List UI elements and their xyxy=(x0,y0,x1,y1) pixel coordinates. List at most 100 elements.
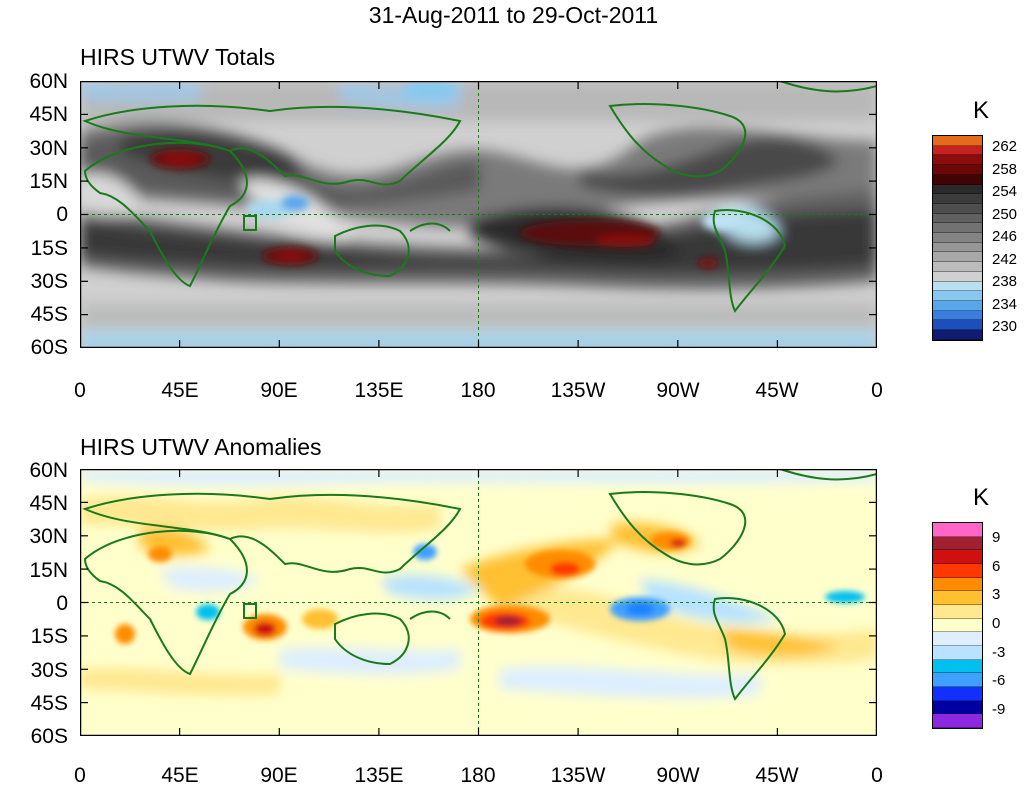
lon-label-45w: 45W xyxy=(755,764,799,787)
lat-label-45s: 45S xyxy=(30,692,68,715)
colorbar-swatch xyxy=(933,242,982,253)
colorbar-anomalies xyxy=(932,522,983,729)
lon-label-135w: 135W xyxy=(550,379,606,402)
map-anomalies-svg xyxy=(80,469,877,736)
tick-marks xyxy=(80,81,877,348)
totals-extremes xyxy=(150,82,738,268)
colorbar-swatch xyxy=(933,213,982,224)
colorbar-label-anomalies: -6 xyxy=(992,672,1006,689)
lon-label-0-east: 0 xyxy=(871,764,883,787)
colorbar-swatch xyxy=(933,700,982,715)
lat-label-15s: 15S xyxy=(30,237,68,260)
colorbar-swatch xyxy=(933,659,982,674)
lon-label-0: 0 xyxy=(74,379,86,402)
lon-label-135e: 135E xyxy=(354,764,404,787)
colorbar-label-totals: 250 xyxy=(992,206,1018,223)
lon-label-0-east: 0 xyxy=(871,379,883,402)
colorbar-swatch xyxy=(933,550,982,564)
colorbar-swatch xyxy=(933,271,982,282)
colorbar-label-totals: 238 xyxy=(992,273,1018,290)
colorbar-units-totals: K xyxy=(972,97,989,124)
anomalies-extremes xyxy=(115,532,865,644)
colorbar-swatch xyxy=(933,203,982,214)
colorbar-label-anomalies: -3 xyxy=(992,644,1006,661)
colorbar-swatch xyxy=(933,673,982,687)
region-box xyxy=(243,603,257,619)
colorbar-label-totals: 262 xyxy=(992,138,1018,155)
region-box xyxy=(243,215,257,231)
colorbar-swatch xyxy=(933,330,982,340)
lon-label-135e: 135E xyxy=(354,379,404,402)
lon-label-90e: 90E xyxy=(260,379,298,402)
colorbar-swatch xyxy=(933,194,982,204)
colorbar-swatch xyxy=(933,174,982,185)
colorbar-swatch xyxy=(933,577,982,592)
colorbar-swatch xyxy=(933,591,982,605)
colorbar-units-anomalies: K xyxy=(972,484,989,511)
colorbar-swatch xyxy=(933,320,982,331)
colorbar-swatch xyxy=(933,223,982,234)
colorbar-totals xyxy=(932,135,983,341)
colorbar-label-totals: 230 xyxy=(992,318,1018,335)
lon-label-90w: 90W xyxy=(656,764,700,787)
lat-label-30n: 30N xyxy=(29,525,68,548)
lat-label-60n: 60N xyxy=(29,70,68,93)
lat-label-15n: 15N xyxy=(29,170,68,193)
colorbar-label-anomalies: 6 xyxy=(992,558,1001,575)
colorbar-swatch xyxy=(933,291,982,301)
colorbar-swatch xyxy=(933,281,982,292)
colorbar-swatch xyxy=(933,618,982,633)
lat-label-15s: 15S xyxy=(30,625,68,648)
lat-label-15n: 15N xyxy=(29,559,68,582)
colorbar-swatch xyxy=(933,645,982,660)
lat-label-30s: 30S xyxy=(30,270,68,293)
colorbar-swatch xyxy=(933,300,982,311)
colorbar-swatch xyxy=(933,310,982,321)
colorbar-label-totals: 254 xyxy=(992,183,1018,200)
lon-label-180: 180 xyxy=(460,379,496,402)
lon-label-90w: 90W xyxy=(656,379,700,402)
colorbar-label-anomalies: 0 xyxy=(992,615,1001,632)
panel-title-anomalies: HIRS UTWV Anomalies xyxy=(80,434,322,460)
colorbar-swatch xyxy=(933,262,982,272)
colorbar-label-anomalies: 9 xyxy=(992,529,1001,546)
lon-label-0: 0 xyxy=(74,764,86,787)
colorbar-label-anomalies: -9 xyxy=(992,701,1006,718)
colorbar-swatch xyxy=(933,632,982,646)
colorbar-swatch xyxy=(933,686,982,701)
main-title: 31-Aug-2011 to 29-Oct-2011 xyxy=(368,2,659,28)
lat-label-60s: 60S xyxy=(30,725,68,748)
anomalies-coastlines xyxy=(82,469,877,701)
map-totals xyxy=(80,81,877,348)
lat-label-60s: 60S xyxy=(30,336,68,359)
colorbar-label-anomalies: 3 xyxy=(992,586,1001,603)
colorbar-swatch xyxy=(933,714,982,728)
colorbar-swatch xyxy=(933,563,982,578)
lat-label-30n: 30N xyxy=(29,137,68,160)
colorbar-label-totals: 234 xyxy=(992,296,1018,313)
panel-title-totals: HIRS UTWV Totals xyxy=(80,44,276,70)
colorbar-swatch xyxy=(933,233,982,243)
colorbar-label-totals: 242 xyxy=(992,251,1018,268)
colorbar-label-totals: 246 xyxy=(992,228,1018,245)
colorbar-label-totals: 258 xyxy=(992,161,1018,178)
lat-label-45n: 45N xyxy=(29,103,68,126)
tick-marks xyxy=(80,469,877,736)
lat-label-eq: 0 xyxy=(56,592,68,615)
lat-label-30s: 30S xyxy=(30,659,68,682)
lon-label-45e: 45E xyxy=(161,764,199,787)
colorbar-swatch xyxy=(933,604,982,619)
lon-label-180: 180 xyxy=(460,764,496,787)
colorbar-swatch xyxy=(933,252,982,263)
colorbar-swatch xyxy=(933,536,982,551)
colorbar-swatch xyxy=(933,523,982,537)
lon-label-135w: 135W xyxy=(550,764,606,787)
colorbar-swatch xyxy=(933,145,982,156)
colorbar-swatch xyxy=(933,155,982,166)
colorbar-swatch xyxy=(933,136,982,146)
lon-label-90e: 90E xyxy=(260,764,298,787)
lat-label-eq: 0 xyxy=(56,203,68,226)
colorbar-swatch xyxy=(933,165,982,175)
totals-coastlines xyxy=(82,81,877,313)
colorbar-swatch xyxy=(933,184,982,195)
